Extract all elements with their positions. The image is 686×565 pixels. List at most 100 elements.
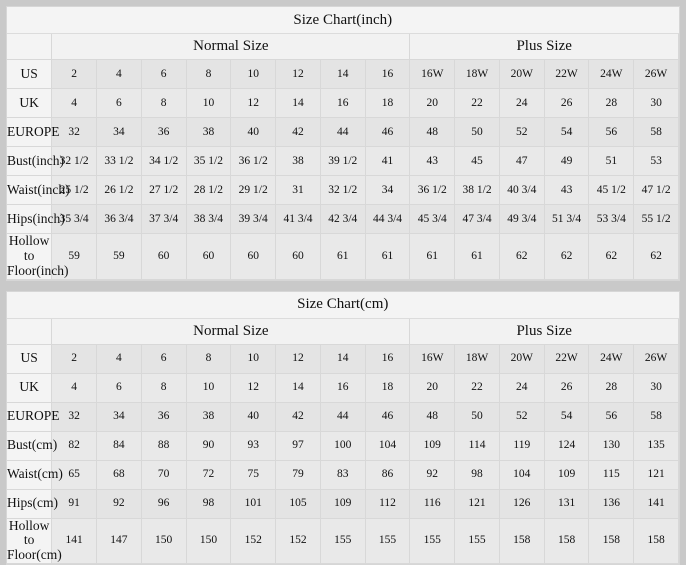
cell-hollow-1: 141 xyxy=(51,517,98,565)
cell-us-5: 10 xyxy=(230,343,277,374)
cell-us-12: 22W xyxy=(543,343,590,374)
cell-us-8: 16 xyxy=(364,343,411,374)
cell-uk-2: 6 xyxy=(96,88,142,118)
cell-europe-10: 50 xyxy=(454,401,500,432)
cell-hollow-12: 158 xyxy=(543,517,590,565)
cell-waist-12: 109 xyxy=(543,459,590,490)
table-row: UK 4 6 8 10 12 14 16 18 20 22 24 26 28 3… xyxy=(7,88,679,118)
cell-hollow-4: 60 xyxy=(185,233,232,280)
cell-hollow-7: 61 xyxy=(319,233,366,280)
cell-bust-12: 49 xyxy=(543,146,590,176)
cell-us-11: 20W xyxy=(498,59,545,89)
cell-uk-6: 14 xyxy=(275,372,321,403)
cell-europe-14: 58 xyxy=(633,401,679,432)
cell-us-12: 22W xyxy=(543,59,590,89)
cell-uk-13: 28 xyxy=(588,372,635,403)
cell-uk-1: 4 xyxy=(51,372,98,403)
cell-uk-12: 26 xyxy=(543,88,590,118)
section-header-row: Normal Size Plus Size xyxy=(7,33,679,60)
cell-us-7: 14 xyxy=(319,59,366,89)
cell-hollow-1: 59 xyxy=(51,233,98,280)
cell-waist-8: 86 xyxy=(364,459,411,490)
cell-europe-12: 54 xyxy=(543,401,590,432)
cell-europe-11: 52 xyxy=(498,401,545,432)
row-label-uk: UK xyxy=(7,88,53,118)
cell-us-2: 4 xyxy=(96,343,142,374)
cell-waist-14: 121 xyxy=(633,459,679,490)
cell-waist-7: 83 xyxy=(319,459,366,490)
cell-europe-4: 38 xyxy=(185,401,232,432)
corner-blank-cell xyxy=(7,33,53,60)
cell-hollow-11: 158 xyxy=(498,517,545,565)
cell-bust-4: 35 1/2 xyxy=(185,146,232,176)
cell-us-11: 20W xyxy=(498,343,545,374)
cell-uk-1: 4 xyxy=(51,88,98,118)
cell-bust-9: 43 xyxy=(409,146,456,176)
cell-hips-1: 91 xyxy=(51,488,98,519)
cell-us-14: 26W xyxy=(633,343,679,374)
table-row: Hips(inch) 35 3/4 36 3/4 37 3/4 38 3/4 3… xyxy=(7,204,679,234)
table-row: Bust(inch) 32 1/2 33 1/2 34 1/2 35 1/2 3… xyxy=(7,146,679,176)
cell-waist-2: 68 xyxy=(96,459,142,490)
row-label-bust: Bust(cm) xyxy=(7,430,57,461)
cell-hollow-13: 62 xyxy=(588,233,635,280)
size-chart-inch: Size Chart(inch) Normal Size Plus Size U… xyxy=(6,6,680,281)
cell-waist-11: 104 xyxy=(498,459,545,490)
cell-bust-10: 45 xyxy=(454,146,500,176)
cell-waist-11: 40 3/4 xyxy=(498,175,545,205)
table-row: Hips(cm) 91 92 96 98 101 105 109 112 116… xyxy=(7,488,679,519)
cell-waist-9: 36 1/2 xyxy=(409,175,456,205)
cell-us-10: 18W xyxy=(454,343,500,374)
section-header-normal-size: Normal Size xyxy=(51,33,411,60)
cell-uk-12: 26 xyxy=(543,372,590,403)
cell-hips-3: 96 xyxy=(140,488,187,519)
cell-europe-10: 50 xyxy=(454,117,500,147)
cell-uk-7: 16 xyxy=(319,88,366,118)
table-row: Hollow to Floor(inch) 59 59 60 60 60 60 … xyxy=(7,233,679,280)
cell-us-8: 16 xyxy=(364,59,411,89)
cell-bust-5: 93 xyxy=(230,430,277,461)
cell-hollow-14: 62 xyxy=(633,233,679,280)
cell-us-4: 8 xyxy=(185,343,232,374)
cell-us-13: 24W xyxy=(588,343,635,374)
cell-europe-7: 44 xyxy=(319,401,366,432)
cell-waist-2: 26 1/2 xyxy=(96,175,142,205)
cell-uk-10: 22 xyxy=(454,372,500,403)
cell-europe-11: 52 xyxy=(498,117,545,147)
chart-title-cm: Size Chart(cm) xyxy=(7,291,679,319)
cell-waist-14: 47 1/2 xyxy=(633,175,679,205)
cell-hollow-5: 60 xyxy=(230,233,277,280)
size-chart-cm: Size Chart(cm) Normal Size Plus Size US … xyxy=(6,290,680,565)
cell-uk-4: 10 xyxy=(185,88,232,118)
cell-waist-9: 92 xyxy=(409,459,456,490)
section-header-row: Normal Size Plus Size xyxy=(7,317,679,345)
cell-europe-2: 34 xyxy=(96,401,142,432)
cell-hollow-3: 150 xyxy=(140,517,187,565)
table-row: UK 4 6 8 10 12 14 16 18 20 22 24 26 28 3… xyxy=(7,372,679,403)
cell-us-3: 6 xyxy=(140,343,187,374)
cell-hollow-3: 60 xyxy=(140,233,187,280)
cell-us-6: 12 xyxy=(275,343,321,374)
table-row: US 2 4 6 8 10 12 14 16 16W 18W 20W 22W 2… xyxy=(7,343,679,374)
cell-hips-13: 136 xyxy=(588,488,635,519)
cell-waist-6: 79 xyxy=(275,459,321,490)
cell-waist-10: 38 1/2 xyxy=(454,175,500,205)
cell-uk-11: 24 xyxy=(498,88,545,118)
row-label-us: US xyxy=(7,59,53,89)
table-row: US 2 4 6 8 10 12 14 16 16W 18W 20W 22W 2… xyxy=(7,59,679,89)
cell-hips-7: 42 3/4 xyxy=(319,204,366,234)
cell-bust-2: 33 1/2 xyxy=(96,146,142,176)
cell-europe-7: 44 xyxy=(319,117,366,147)
cell-europe-6: 42 xyxy=(275,401,321,432)
cell-hollow-11: 62 xyxy=(498,233,545,280)
cell-bust-11: 119 xyxy=(498,430,545,461)
cell-hips-6: 41 3/4 xyxy=(275,204,321,234)
cell-bust-4: 90 xyxy=(185,430,232,461)
size-chart-inch-table: Size Chart(inch) Normal Size Plus Size U… xyxy=(7,7,679,280)
cell-waist-10: 98 xyxy=(454,459,500,490)
cell-uk-7: 16 xyxy=(319,372,366,403)
cell-hips-8: 44 3/4 xyxy=(364,204,411,234)
size-chart-page: Size Chart(inch) Normal Size Plus Size U… xyxy=(6,6,680,565)
cell-uk-6: 14 xyxy=(275,88,321,118)
cell-hips-12: 131 xyxy=(543,488,590,519)
